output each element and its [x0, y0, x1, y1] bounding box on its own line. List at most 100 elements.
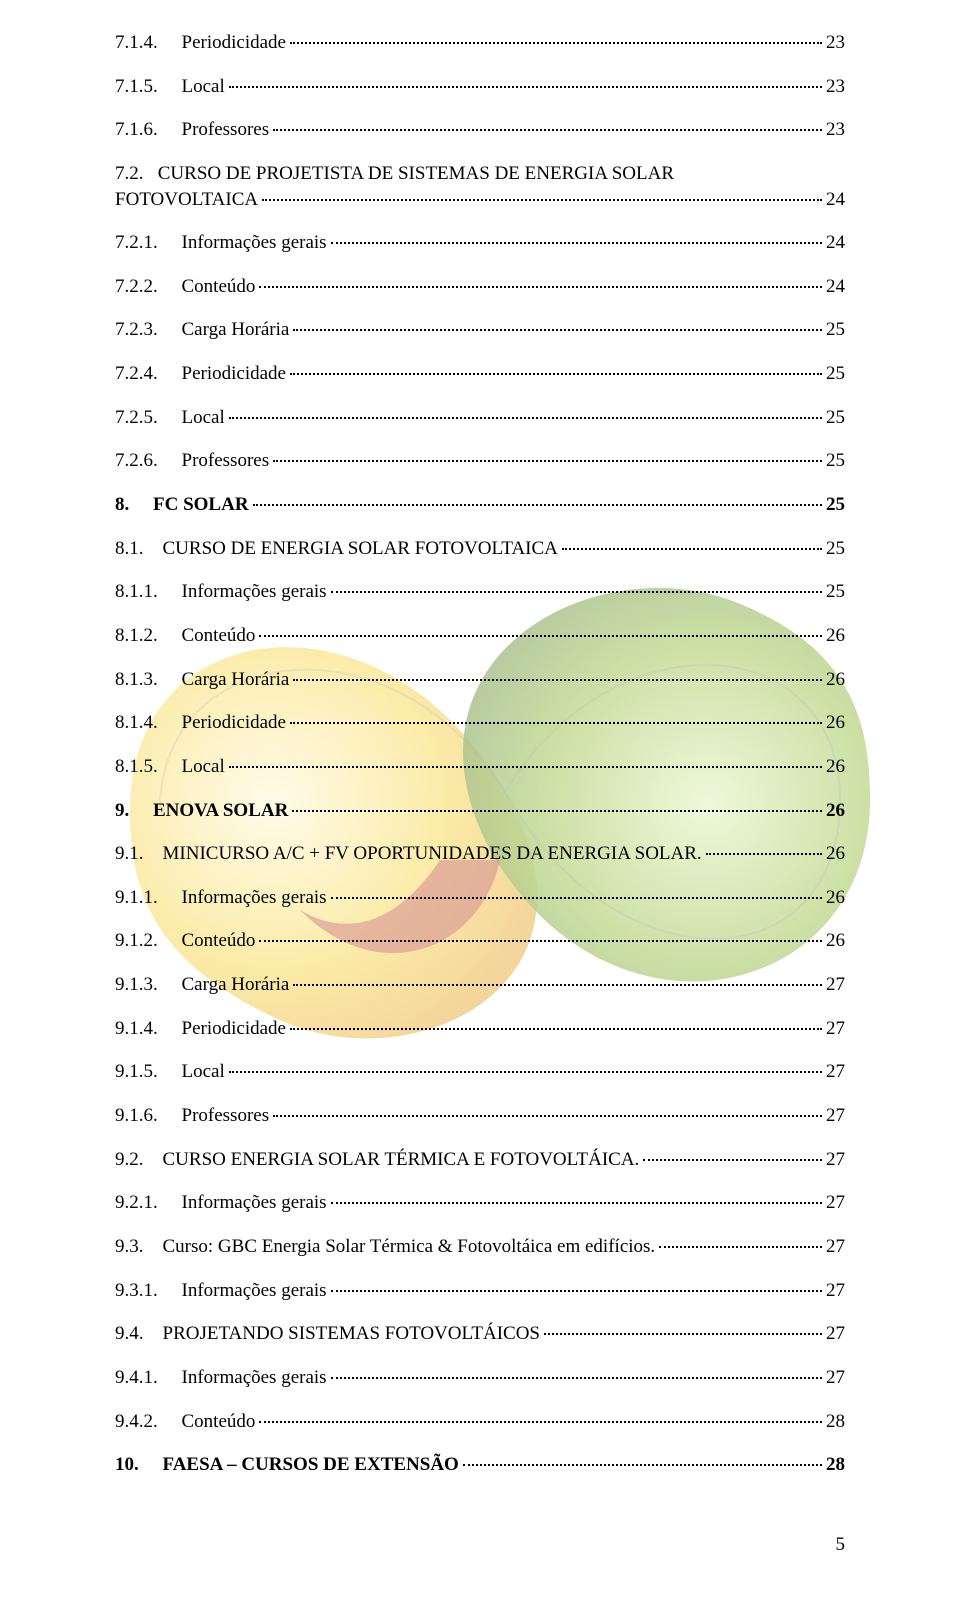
toc-label: Informações gerais — [182, 1365, 327, 1391]
toc-number: 7.1.5. — [115, 74, 182, 100]
toc-entry: 8.1.4. Periodicidade 26 — [115, 710, 845, 736]
toc-leader — [544, 1332, 822, 1335]
toc-leader — [229, 416, 822, 419]
toc-entry: 9. ENOVA SOLAR 26 — [115, 798, 845, 824]
toc-label: Professores — [182, 117, 270, 143]
toc-leader — [273, 128, 822, 131]
toc-label: CURSO DE ENERGIA SOLAR FOTOVOLTAICA — [163, 536, 558, 562]
toc-page: 27 — [826, 1147, 845, 1173]
toc-label: Informações gerais — [182, 1190, 327, 1216]
toc-page: 27 — [826, 972, 845, 998]
toc-page: 27 — [826, 1059, 845, 1085]
toc-leader — [290, 372, 822, 375]
toc-label: MINICURSO A/C + FV OPORTUNIDADES DA ENER… — [163, 841, 702, 867]
toc-page: 26 — [826, 885, 845, 911]
toc-entry: 7.2.1. Informações gerais 24 — [115, 230, 845, 256]
toc-entry: 9.3.1. Informações gerais 27 — [115, 1278, 845, 1304]
toc-page: 28 — [826, 1409, 845, 1435]
toc-leader — [259, 634, 822, 637]
toc-page: 26 — [826, 623, 845, 649]
toc-entry: 9.3. Curso: GBC Energia Solar Térmica & … — [115, 1234, 845, 1260]
toc-leader — [290, 41, 822, 44]
toc-label: Professores — [182, 1103, 270, 1129]
toc-number: 9.1.3. — [115, 972, 182, 998]
toc-entry: 7.2.3. Carga Horária 25 — [115, 317, 845, 343]
toc-page: 27 — [826, 1103, 845, 1129]
table-of-contents: 7.1.4. Periodicidade 237.1.5. Local 237.… — [0, 0, 960, 1478]
toc-number: 9.4.2. — [115, 1409, 182, 1435]
toc-label: Periodicidade — [182, 710, 286, 736]
toc-label: Local — [182, 754, 225, 780]
toc-label: Carga Horária — [182, 972, 290, 998]
toc-entry: 8.1. CURSO DE ENERGIA SOLAR FOTOVOLTAICA… — [115, 536, 845, 562]
toc-leader — [562, 547, 822, 550]
toc-entry: 9.4. PROJETANDO SISTEMAS FOTOVOLTÁICOS 2… — [115, 1321, 845, 1347]
toc-leader — [259, 285, 822, 288]
toc-label: Informações gerais — [182, 885, 327, 911]
toc-label: Local — [182, 405, 225, 431]
toc-page: 27 — [826, 1321, 845, 1347]
toc-number: 7.2.4. — [115, 361, 182, 387]
toc-page: 26 — [826, 841, 845, 867]
toc-number: 9.4. — [115, 1321, 163, 1347]
toc-page: 25 — [826, 317, 845, 343]
toc-page: 24 — [826, 187, 845, 213]
toc-leader — [293, 678, 822, 681]
toc-number: 9.1. — [115, 841, 163, 867]
toc-number: 7.2.1. — [115, 230, 182, 256]
toc-page: 25 — [826, 448, 845, 474]
toc-leader — [262, 198, 822, 201]
toc-leader — [331, 896, 822, 899]
toc-entry: 8. FC SOLAR 25 — [115, 492, 845, 518]
toc-entry: 7.2.6. Professores 25 — [115, 448, 845, 474]
toc-number: 7.2.5. — [115, 405, 182, 431]
toc-entry: 7.1.6. Professores 23 — [115, 117, 845, 143]
toc-leader — [293, 983, 822, 986]
toc-number: 9.1.2. — [115, 928, 182, 954]
toc-entry: 9.1.5. Local 27 — [115, 1059, 845, 1085]
toc-label: Conteúdo — [182, 274, 256, 300]
toc-page: 23 — [826, 117, 845, 143]
toc-page: 25 — [826, 405, 845, 431]
toc-number: 8.1.2. — [115, 623, 182, 649]
toc-entry: 10. FAESA – CURSOS DE EXTENSÃO 28 — [115, 1452, 845, 1478]
toc-label: Conteúdo — [182, 1409, 256, 1435]
toc-page: 24 — [826, 230, 845, 256]
page-number: 5 — [836, 1534, 846, 1556]
toc-entry: 8.1.1. Informações gerais 25 — [115, 579, 845, 605]
toc-page: 27 — [826, 1365, 845, 1391]
toc-page: 28 — [826, 1452, 845, 1478]
toc-label: CURSO DE PROJETISTA DE SISTEMAS DE ENERG… — [158, 163, 674, 184]
toc-entry: 9.2. CURSO ENERGIA SOLAR TÉRMICA E FOTOV… — [115, 1147, 845, 1173]
toc-number: 8. — [115, 492, 153, 518]
toc-page: 27 — [826, 1278, 845, 1304]
toc-number: 8.1.1. — [115, 579, 182, 605]
toc-page: 27 — [826, 1190, 845, 1216]
toc-entry: 9.4.1. Informações gerais 27 — [115, 1365, 845, 1391]
toc-entry: 7.2.2. Conteúdo 24 — [115, 274, 845, 300]
toc-leader — [331, 590, 822, 593]
toc-label: FC SOLAR — [153, 492, 249, 518]
toc-number: 9. — [115, 798, 153, 824]
toc-page: 23 — [826, 30, 845, 56]
toc-label: Informações gerais — [182, 230, 327, 256]
toc-label: Carga Horária — [182, 667, 290, 693]
toc-page: 26 — [826, 710, 845, 736]
toc-number: 9.1.1. — [115, 885, 182, 911]
toc-number: 8.1.5. — [115, 754, 182, 780]
toc-number: 9.3. — [115, 1234, 163, 1260]
toc-entry: 7.1.4. Periodicidade 23 — [115, 30, 845, 56]
toc-leader — [706, 852, 822, 855]
toc-leader — [273, 1114, 822, 1117]
toc-leader — [229, 765, 822, 768]
toc-page: 27 — [826, 1016, 845, 1042]
toc-label-continued: FOTOVOLTAICA — [115, 187, 258, 213]
toc-number: 9.1.4. — [115, 1016, 182, 1042]
toc-page: 24 — [826, 274, 845, 300]
toc-label: PROJETANDO SISTEMAS FOTOVOLTÁICOS — [163, 1321, 540, 1347]
toc-entry: 9.1.2. Conteúdo 26 — [115, 928, 845, 954]
toc-number: 7.1.4. — [115, 30, 182, 56]
toc-entry: 9.4.2. Conteúdo 28 — [115, 1409, 845, 1435]
toc-page: 25 — [826, 492, 845, 518]
toc-page: 27 — [826, 1234, 845, 1260]
